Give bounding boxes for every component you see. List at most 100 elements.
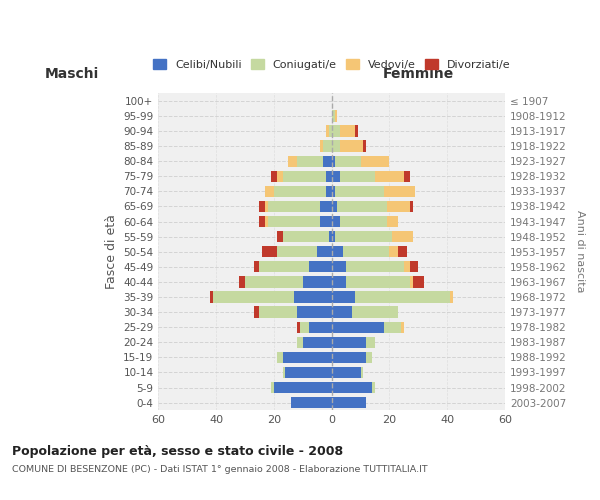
Bar <box>277 246 317 258</box>
Bar <box>323 156 332 167</box>
Bar <box>259 201 265 212</box>
Bar <box>401 322 404 333</box>
Bar <box>245 276 303 287</box>
Bar <box>389 246 398 258</box>
Bar <box>259 261 308 272</box>
Bar <box>326 126 329 136</box>
Bar <box>332 231 335 242</box>
Bar <box>332 261 346 272</box>
Bar <box>297 322 300 333</box>
Bar <box>283 367 286 378</box>
Bar <box>332 246 343 258</box>
Bar <box>340 216 386 227</box>
Bar <box>277 231 283 242</box>
Bar <box>372 382 375 393</box>
Bar <box>352 306 398 318</box>
Bar <box>268 201 320 212</box>
Bar <box>239 276 245 287</box>
Bar <box>398 246 407 258</box>
Bar <box>254 306 259 318</box>
Bar <box>386 216 398 227</box>
Bar <box>332 306 352 318</box>
Bar <box>355 126 358 136</box>
Bar <box>340 140 364 152</box>
Bar <box>271 382 274 393</box>
Bar <box>384 186 415 197</box>
Bar <box>308 261 332 272</box>
Bar <box>254 261 259 272</box>
Bar <box>297 336 303 348</box>
Bar <box>340 126 355 136</box>
Bar <box>262 246 277 258</box>
Bar <box>265 201 268 212</box>
Text: Femmine: Femmine <box>383 66 454 80</box>
Bar <box>367 336 375 348</box>
Bar <box>320 201 332 212</box>
Bar <box>283 231 329 242</box>
Bar <box>271 170 277 182</box>
Bar <box>343 246 389 258</box>
Bar <box>332 216 340 227</box>
Bar <box>410 201 413 212</box>
Bar <box>361 367 364 378</box>
Bar <box>340 170 375 182</box>
Bar <box>329 126 332 136</box>
Y-axis label: Anni di nascita: Anni di nascita <box>575 210 585 293</box>
Bar <box>320 216 332 227</box>
Bar <box>410 261 418 272</box>
Bar <box>259 216 265 227</box>
Bar <box>303 276 332 287</box>
Bar <box>392 231 413 242</box>
Bar <box>361 156 389 167</box>
Bar <box>346 261 404 272</box>
Bar <box>317 246 332 258</box>
Bar <box>297 306 332 318</box>
Legend: Celibi/Nubili, Coniugati/e, Vedovi/e, Divorziati/e: Celibi/Nubili, Coniugati/e, Vedovi/e, Di… <box>148 54 515 74</box>
Bar <box>335 231 392 242</box>
Bar <box>277 352 283 363</box>
Bar <box>384 322 401 333</box>
Bar <box>332 292 355 302</box>
Bar <box>332 186 335 197</box>
Bar <box>268 216 320 227</box>
Bar <box>404 170 410 182</box>
Bar <box>323 140 332 152</box>
Text: Popolazione per età, sesso e stato civile - 2008: Popolazione per età, sesso e stato civil… <box>12 445 343 458</box>
Bar <box>332 352 367 363</box>
Bar <box>213 292 294 302</box>
Bar <box>332 156 335 167</box>
Bar <box>274 382 332 393</box>
Bar <box>332 276 346 287</box>
Bar <box>326 186 332 197</box>
Bar <box>364 140 367 152</box>
Bar <box>410 276 413 287</box>
Bar <box>211 292 213 302</box>
Bar <box>265 216 268 227</box>
Bar <box>265 186 274 197</box>
Y-axis label: Fasce di età: Fasce di età <box>105 214 118 289</box>
Bar <box>291 397 332 408</box>
Bar <box>332 322 384 333</box>
Bar <box>286 367 332 378</box>
Bar <box>277 170 283 182</box>
Bar <box>274 186 326 197</box>
Bar <box>450 292 453 302</box>
Bar <box>326 170 332 182</box>
Bar <box>332 170 340 182</box>
Bar <box>386 201 410 212</box>
Text: COMUNE DI BESENZONE (PC) - Dati ISTAT 1° gennaio 2008 - Elaborazione TUTTITALIA.: COMUNE DI BESENZONE (PC) - Dati ISTAT 1°… <box>12 466 428 474</box>
Bar <box>332 382 372 393</box>
Bar <box>413 276 424 287</box>
Bar <box>375 170 404 182</box>
Text: Maschi: Maschi <box>44 66 99 80</box>
Bar <box>332 110 335 122</box>
Bar <box>332 336 367 348</box>
Bar <box>283 352 332 363</box>
Bar <box>335 156 361 167</box>
Bar <box>367 352 372 363</box>
Bar <box>332 397 367 408</box>
Bar <box>404 261 410 272</box>
Bar <box>346 276 410 287</box>
Bar <box>259 306 297 318</box>
Bar <box>297 156 323 167</box>
